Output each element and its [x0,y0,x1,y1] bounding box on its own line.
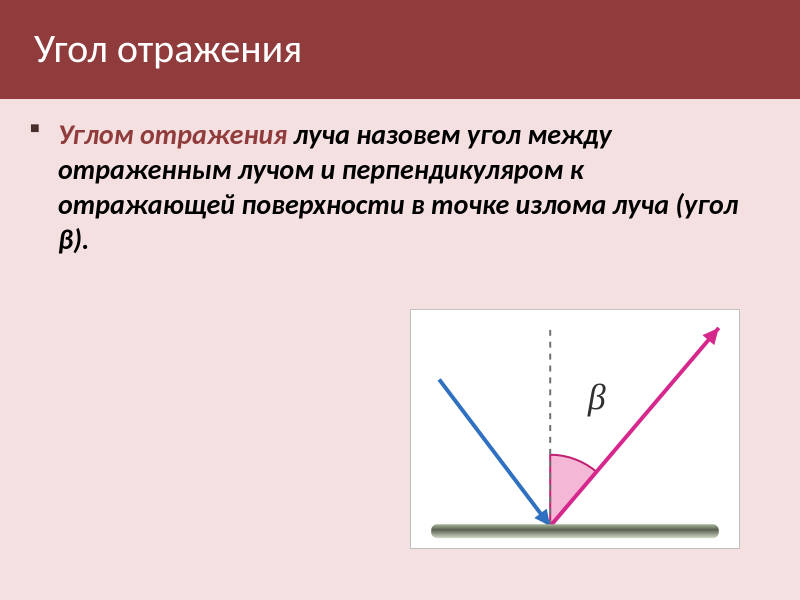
diagram-svg: β [411,310,739,548]
reflecting-surface [431,524,719,538]
slide-content: Углом отражения луча назовем угол между … [0,99,800,275]
reflected-ray [550,328,719,526]
slide-header: Угол отражения [0,0,800,99]
angle-label: β [587,377,606,417]
term-text: Углом отражения [58,117,294,152]
header-title: Угол отражения [34,24,302,73]
incident-ray [439,379,550,526]
definition-paragraph: Углом отражения луча назовем угол между … [58,117,762,257]
reflection-diagram: β [410,309,740,549]
